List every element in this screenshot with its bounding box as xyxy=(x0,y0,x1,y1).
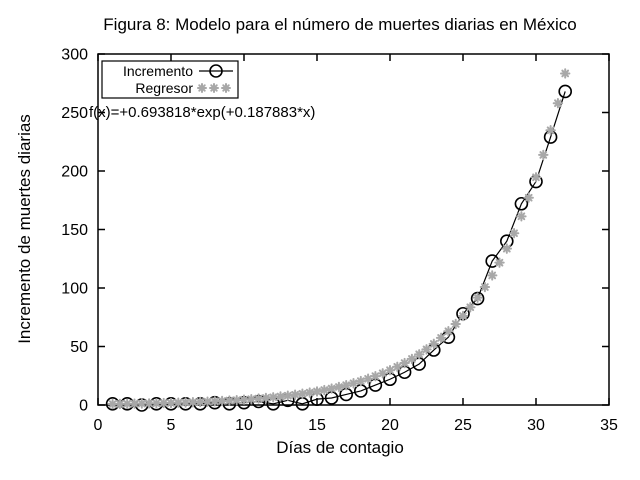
y-tick-label: 100 xyxy=(61,281,88,298)
y-tick-label: 300 xyxy=(61,47,88,64)
regresor-point xyxy=(187,397,199,408)
regresor-point xyxy=(421,344,432,355)
x-tick-label: 10 xyxy=(235,417,253,434)
regresor-point xyxy=(209,396,220,407)
regresor-point xyxy=(443,326,454,337)
legend-label-regresor: Regresor xyxy=(135,80,193,96)
regresor-point xyxy=(253,393,264,404)
regresor-point xyxy=(370,370,381,382)
regresor-point xyxy=(297,388,308,399)
regresor-point xyxy=(494,257,505,268)
y-tick-label: 0 xyxy=(79,398,88,415)
regresor-point xyxy=(399,357,410,369)
regresor-point xyxy=(392,361,403,372)
incremento-point xyxy=(558,84,573,99)
regresor-point xyxy=(545,125,556,136)
regresor-point xyxy=(165,397,177,409)
regresor-point xyxy=(289,389,301,400)
regresor-point xyxy=(530,172,542,183)
regresor-point xyxy=(341,380,352,391)
regresor-point xyxy=(516,211,527,222)
regresor-point xyxy=(501,243,512,254)
regresor-point xyxy=(457,310,469,322)
x-tick-label: 30 xyxy=(527,417,545,434)
regresor-point xyxy=(487,270,498,281)
regresor-point xyxy=(311,386,323,397)
regresor-point xyxy=(348,378,359,389)
legend-regresor-marker xyxy=(197,83,207,93)
legend-label-incremento: Incremento xyxy=(123,63,193,79)
regresor-point xyxy=(326,383,337,394)
x-tick-label: 20 xyxy=(381,417,399,434)
regresor-point xyxy=(180,397,191,408)
axis-ticks: 0 5 10 15 20 25 30 35 0 50 100 150 200 250 300 xyxy=(61,47,618,435)
x-tick-label: 5 xyxy=(167,417,176,434)
y-tick-label: 200 xyxy=(61,164,88,181)
regresor-point xyxy=(560,68,571,79)
regresor-point xyxy=(435,332,447,344)
regresor-point xyxy=(538,149,549,161)
x-tick-label: 25 xyxy=(454,417,472,434)
regresor-point xyxy=(508,228,520,239)
series-regresor xyxy=(107,68,571,410)
incremento-point xyxy=(514,196,529,211)
regresor-point xyxy=(450,318,461,330)
regresor-point xyxy=(377,368,388,379)
regresor-point xyxy=(362,373,374,384)
regresor-point xyxy=(333,381,345,393)
regresor-point xyxy=(472,292,483,303)
regresor-point xyxy=(414,349,425,360)
legend-box xyxy=(101,60,239,99)
legend-regresor-marker xyxy=(221,83,231,93)
model-equation-label: f(x)=+0.693818*exp(+0.187883*x) xyxy=(89,104,315,121)
x-tick-label: 35 xyxy=(600,417,618,434)
regresor-point xyxy=(129,398,140,409)
y-tick-label: 150 xyxy=(61,222,88,239)
legend: Incremento Regresor xyxy=(101,60,239,99)
legend-incremento-marker xyxy=(209,64,223,78)
regresor-point xyxy=(246,393,257,405)
x-tick-label: 0 xyxy=(94,417,103,434)
regresor-point xyxy=(384,365,396,376)
legend-regresor-marker xyxy=(209,83,219,93)
x-tick-label: 15 xyxy=(308,417,326,434)
incremento-line xyxy=(112,91,566,406)
regresor-point xyxy=(114,398,126,410)
series-incremento xyxy=(105,84,573,412)
regresor-point xyxy=(304,387,315,398)
regresor-point xyxy=(523,192,534,203)
chart-title: Figura 8: Modelo para el número de muert… xyxy=(103,15,576,34)
regresor-point xyxy=(355,375,366,387)
y-tick-label: 50 xyxy=(70,339,88,356)
regresor-point xyxy=(552,97,564,109)
x-axis-label: Días de contagio xyxy=(276,438,404,457)
y-tick-label: 250 xyxy=(61,105,88,122)
regresor-point xyxy=(319,384,330,396)
y-axis-label: Incremento de muertes diarias xyxy=(15,114,34,344)
regresor-point xyxy=(479,281,491,293)
regresor-point xyxy=(428,338,439,350)
regresor-point xyxy=(465,302,476,313)
regresor-point xyxy=(406,353,418,365)
legend-marker-samples xyxy=(197,64,233,93)
